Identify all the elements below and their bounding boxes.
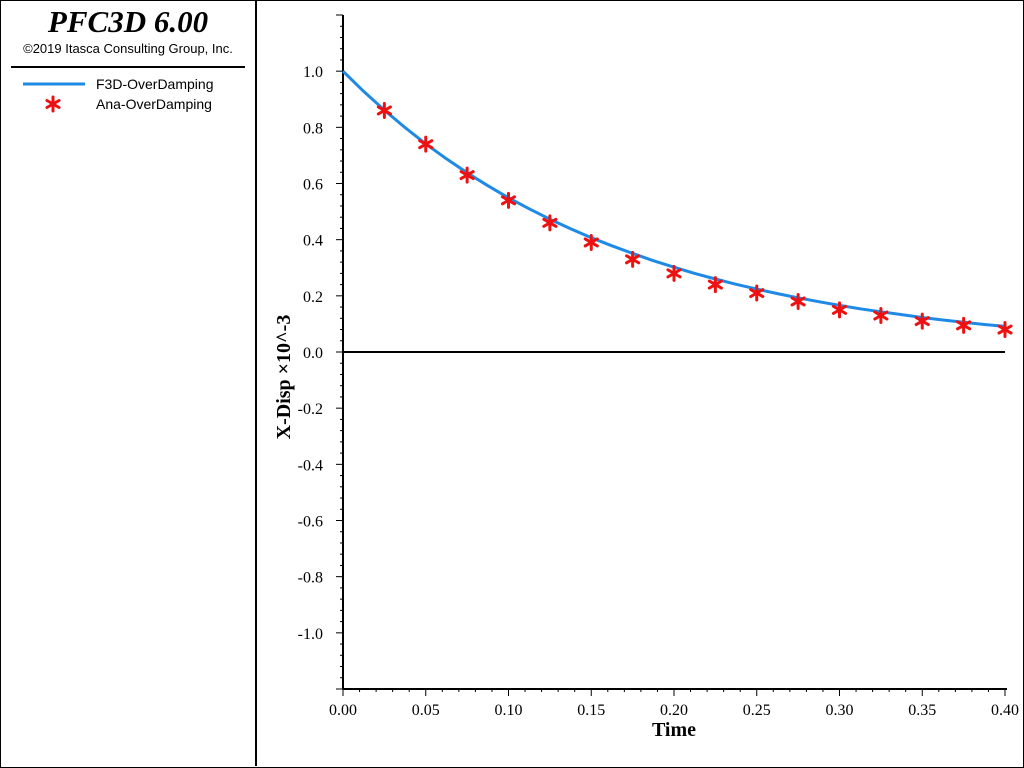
data-point-marker: [831, 301, 848, 319]
data-point-marker: [583, 233, 599, 251]
x-tick-label: 0.00: [329, 702, 357, 719]
asterisk-stroke: [956, 320, 972, 331]
axes: 1.0 0.8 0.6 0.4 0.2 0.0 -0.2 -0.4 -0.6 -0.8 -1.0 0.…: [298, 14, 1019, 719]
y-tick-label: 0.6: [303, 177, 323, 194]
asterisk-marker-icon: [45, 95, 61, 113]
y-tick-label: -1.0: [298, 626, 323, 643]
asterisk-stroke: [873, 310, 889, 321]
asterisk-stroke: [418, 139, 434, 150]
data-point-marker: [459, 166, 475, 184]
x-tick-label: 0.15: [577, 702, 605, 719]
x-axis-title: Time: [652, 719, 696, 741]
x-tick-label: 0.30: [826, 702, 854, 719]
data-point-marker: [542, 214, 558, 232]
x-tick-label: 0.20: [660, 702, 688, 719]
legend-line-swatch: [23, 82, 85, 86]
asterisk-stroke: [45, 99, 61, 109]
data-point-marker: [418, 135, 434, 153]
data-point-marker: [666, 264, 682, 282]
data-point-marker: [873, 306, 889, 324]
asterisk-stroke: [790, 296, 806, 307]
y-tick-label: 0.0: [303, 345, 323, 362]
x-tick-label: 0.40: [991, 702, 1019, 719]
data-point-marker: [749, 284, 765, 302]
asterisk-stroke: [749, 288, 765, 299]
copyright-text: ©2019 Itasca Consulting Group, Inc.: [23, 41, 233, 56]
asterisk-stroke: [459, 170, 475, 181]
app-title: PFC3D 6.00: [47, 4, 209, 39]
legend-asterisk-swatch: [45, 95, 61, 113]
asterisk-stroke: [542, 217, 558, 228]
y-axis-title: X-Disp ×10^-3: [273, 315, 295, 440]
data-point-marker: [956, 316, 972, 334]
series-layer: [341, 70, 1013, 339]
asterisk-stroke: [914, 316, 930, 327]
data-point-marker: [997, 321, 1013, 339]
y-tick-label: -0.4: [298, 457, 323, 474]
data-point-marker: [376, 101, 392, 119]
y-tick-label: 0.2: [303, 289, 323, 306]
asterisk-stroke: [666, 268, 682, 279]
data-point-marker: [790, 292, 806, 310]
asterisk-stroke: [583, 237, 599, 248]
asterisk-stroke: [376, 105, 392, 116]
legend-label-f3d: F3D-OverDamping: [96, 76, 214, 92]
x-tick-label: 0.25: [743, 702, 771, 719]
data-point-marker: [707, 276, 723, 294]
legend-divider: [11, 66, 245, 68]
y-tick-label: -0.2: [298, 401, 323, 418]
asterisk-stroke: [500, 195, 517, 206]
legend-panel: PFC3D 6.00 ©2019 Itasca Consulting Group…: [1, 1, 257, 766]
data-point-marker: [500, 191, 517, 209]
x-tick-label: 0.05: [412, 702, 440, 719]
asterisk-stroke: [997, 324, 1013, 335]
legend-label-ana: Ana-OverDamping: [96, 96, 212, 112]
data-point-marker: [914, 312, 930, 330]
y-tick-label: 1.0: [303, 64, 323, 81]
asterisk-stroke: [707, 279, 723, 290]
y-tick-label: 0.8: [303, 120, 323, 137]
x-tick-label: 0.35: [908, 702, 936, 719]
y-tick-label: -0.8: [298, 570, 323, 587]
asterisk-stroke: [831, 304, 848, 315]
y-tick-label: 0.4: [303, 233, 323, 250]
y-tick-label: -0.6: [298, 514, 323, 531]
series-line-f3d: [341, 70, 1006, 328]
asterisk-stroke: [625, 254, 641, 265]
x-tick-label: 0.10: [495, 702, 523, 719]
data-point-marker: [625, 250, 641, 268]
